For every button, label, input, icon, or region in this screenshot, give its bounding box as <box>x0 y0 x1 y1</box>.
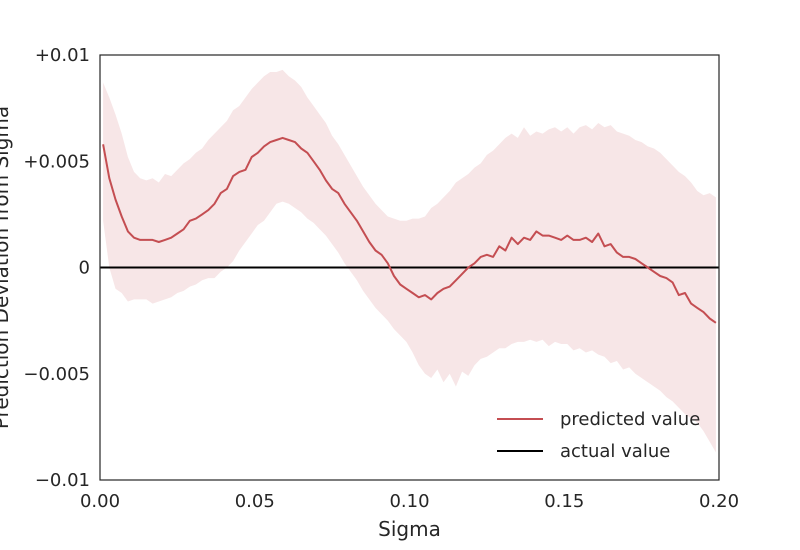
y-tick-label: −0.01 <box>35 470 90 491</box>
x-tick-label: 0.15 <box>544 491 584 512</box>
confidence-band <box>103 69 716 453</box>
legend: predicted value actual value <box>497 409 700 462</box>
y-axis-label: Prediction Deviation from Sigma <box>0 106 13 429</box>
plot-area <box>100 69 719 453</box>
legend-label-predicted-value: predicted value <box>560 409 700 430</box>
axes-frame <box>99 54 720 481</box>
x-tick-label: 0.10 <box>389 491 429 512</box>
y-tick-label: +0.01 <box>35 45 90 66</box>
y-tick-label: 0 <box>79 258 90 279</box>
x-axis-label: Sigma <box>378 517 441 541</box>
y-tick-label: +0.005 <box>23 151 90 172</box>
series-line-predicted-value <box>102 136 717 324</box>
x-tick-label: 0.05 <box>235 491 275 512</box>
legend-label-actual-value: actual value <box>560 441 670 462</box>
x-axis-ticks: 0.00 0.05 0.10 0.15 0.20 <box>80 491 739 512</box>
y-axis-ticks: +0.01 +0.005 0 −0.005 −0.01 <box>23 45 90 491</box>
x-tick-label: 0.00 <box>80 491 120 512</box>
y-tick-label: −0.005 <box>23 364 90 385</box>
x-tick-label: 0.20 <box>699 491 739 512</box>
